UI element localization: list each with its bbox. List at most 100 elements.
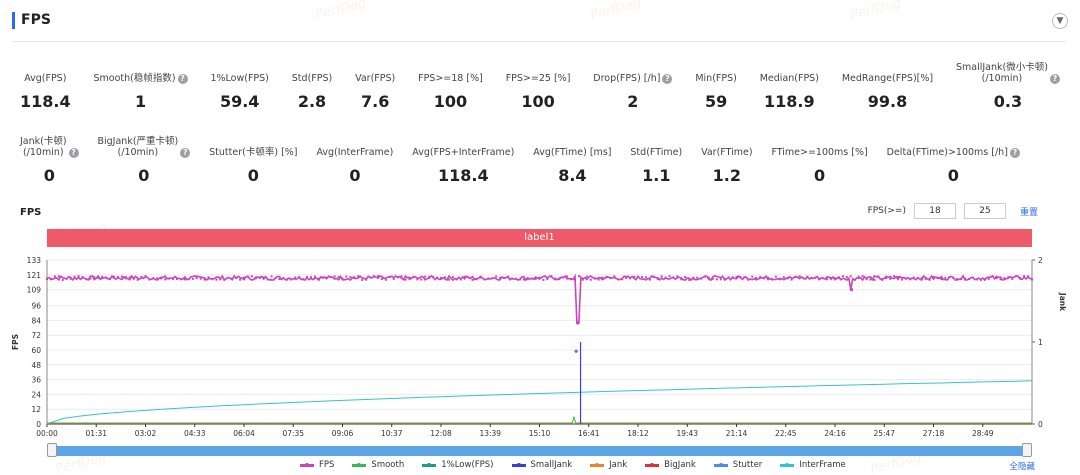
stat-r1-11: SmallJank(微小卡顿) (/10min)? 0.3 (956, 56, 1060, 111)
stat-label: Smooth(稳帧指数) (93, 73, 176, 84)
fps-point (952, 276, 955, 279)
fps-point (550, 275, 553, 278)
reset-button[interactable]: 重置 (1019, 207, 1038, 218)
fps-point (329, 276, 332, 279)
fps-point (116, 276, 119, 279)
label-band[interactable]: label1 (47, 229, 1032, 247)
fps-chart[interactable]: 01224364860728496109121133012FPSJank00:0… (0, 250, 1080, 442)
y-tick-label: 133 (27, 256, 42, 265)
help-icon[interactable]: ? (68, 148, 79, 158)
stat-r2-6: Std(FTime) 1.1 (630, 130, 682, 185)
help-icon[interactable]: ? (180, 148, 191, 158)
stat-r1-10: MedRange(FPS)[%] 99.8 (842, 56, 933, 111)
fps-point (274, 276, 277, 279)
fps-point (463, 275, 466, 278)
legend-item[interactable]: InterFrame (780, 460, 846, 470)
fps-point (971, 276, 974, 279)
fps-point (731, 276, 734, 279)
fps-point (723, 277, 726, 280)
stat-value: 1 (134, 92, 147, 111)
fps-point (912, 276, 915, 279)
stat-value: 118.9 (764, 92, 815, 111)
fps-point (109, 277, 112, 280)
fps-point (554, 277, 557, 280)
legend-item[interactable]: Smooth (352, 460, 404, 470)
legend-item[interactable]: FPS (300, 460, 334, 470)
fps-threshold-1-input[interactable] (913, 203, 956, 219)
fps-point (822, 277, 825, 280)
fps-point (621, 278, 624, 281)
legend-item[interactable]: Jank (590, 460, 627, 470)
series-smooth (47, 416, 1032, 424)
fps-point (932, 275, 935, 278)
fps-point (999, 278, 1002, 281)
fps-point (629, 277, 632, 280)
fps-point (601, 276, 604, 279)
fps-point (597, 278, 600, 281)
stat-label: Min(FPS) (695, 73, 737, 84)
fps-threshold-2-input[interactable] (963, 203, 1006, 219)
fps-point (215, 278, 218, 281)
fps-point (306, 275, 309, 278)
fps-point (510, 277, 513, 280)
fps-point (613, 275, 616, 278)
fps-point (491, 277, 494, 280)
time-range-slider[interactable] (47, 446, 1032, 456)
legend-item[interactable]: 1%Low(FPS) (422, 460, 494, 470)
legend-item[interactable]: BigJank (645, 460, 696, 470)
help-icon[interactable]: ? (1049, 74, 1060, 84)
fps-point (321, 276, 324, 279)
fps-point (270, 275, 273, 278)
fps-point (369, 276, 372, 279)
legend-item[interactable]: Stutter (713, 460, 762, 470)
fps-point (845, 276, 848, 279)
stat-r2-7: Var(FTime) 1.2 (701, 130, 752, 185)
help-icon[interactable]: ? (1009, 148, 1020, 158)
fps-point (908, 277, 911, 280)
fps-point (538, 276, 541, 279)
fps-point (203, 278, 206, 281)
slider-handle-right[interactable] (1022, 443, 1032, 457)
fps-point (120, 275, 123, 278)
fps-point (774, 275, 777, 278)
stat-value: 0 (814, 166, 826, 185)
stat-value: 0.3 (993, 92, 1023, 111)
chevron-down-icon[interactable]: ▼ (1052, 13, 1068, 29)
help-icon[interactable]: ? (662, 74, 673, 84)
stat-value: 59 (704, 92, 728, 111)
legend-swatch (352, 462, 367, 467)
fps-point (534, 277, 537, 280)
help-icon[interactable]: ? (177, 74, 188, 84)
fps-point (967, 277, 970, 280)
fps-point (573, 278, 576, 281)
fps-point (589, 278, 592, 281)
series-fps (46, 273, 1033, 324)
fps-point (223, 278, 226, 281)
fps-point (759, 275, 762, 278)
fps-point (128, 276, 131, 279)
legend-item[interactable]: SmallJank (511, 460, 572, 470)
fps-point (885, 277, 888, 280)
fps-point (861, 275, 864, 278)
fps-point (755, 276, 758, 279)
stat-value: 2.8 (297, 92, 327, 111)
stat-r2-4: Avg(FPS+InterFrame) 118.4 (412, 130, 514, 185)
fps-point (416, 278, 419, 281)
fps-point (357, 275, 360, 278)
fps-point (286, 278, 289, 281)
fps-point (313, 275, 316, 278)
fps-point (365, 278, 368, 281)
legend-label: Jank (609, 460, 628, 470)
fps-point (1015, 275, 1018, 278)
fps-point (73, 275, 76, 278)
fps-point (637, 275, 639, 278)
x-tick-label: 16:41 (578, 429, 600, 438)
stat-label: Stutter(卡顿率) [%] (209, 147, 298, 158)
fps-point (826, 278, 829, 281)
stat-r2-9: Delta(FTime)>100ms [/h]? 0 (887, 130, 1020, 185)
stat-value: 0 (247, 166, 259, 185)
hide-all-button[interactable]: 全隐藏 (1009, 462, 1035, 472)
header-divider (12, 41, 1066, 42)
slider-handle-left[interactable] (47, 443, 57, 457)
fps-point (373, 275, 376, 278)
